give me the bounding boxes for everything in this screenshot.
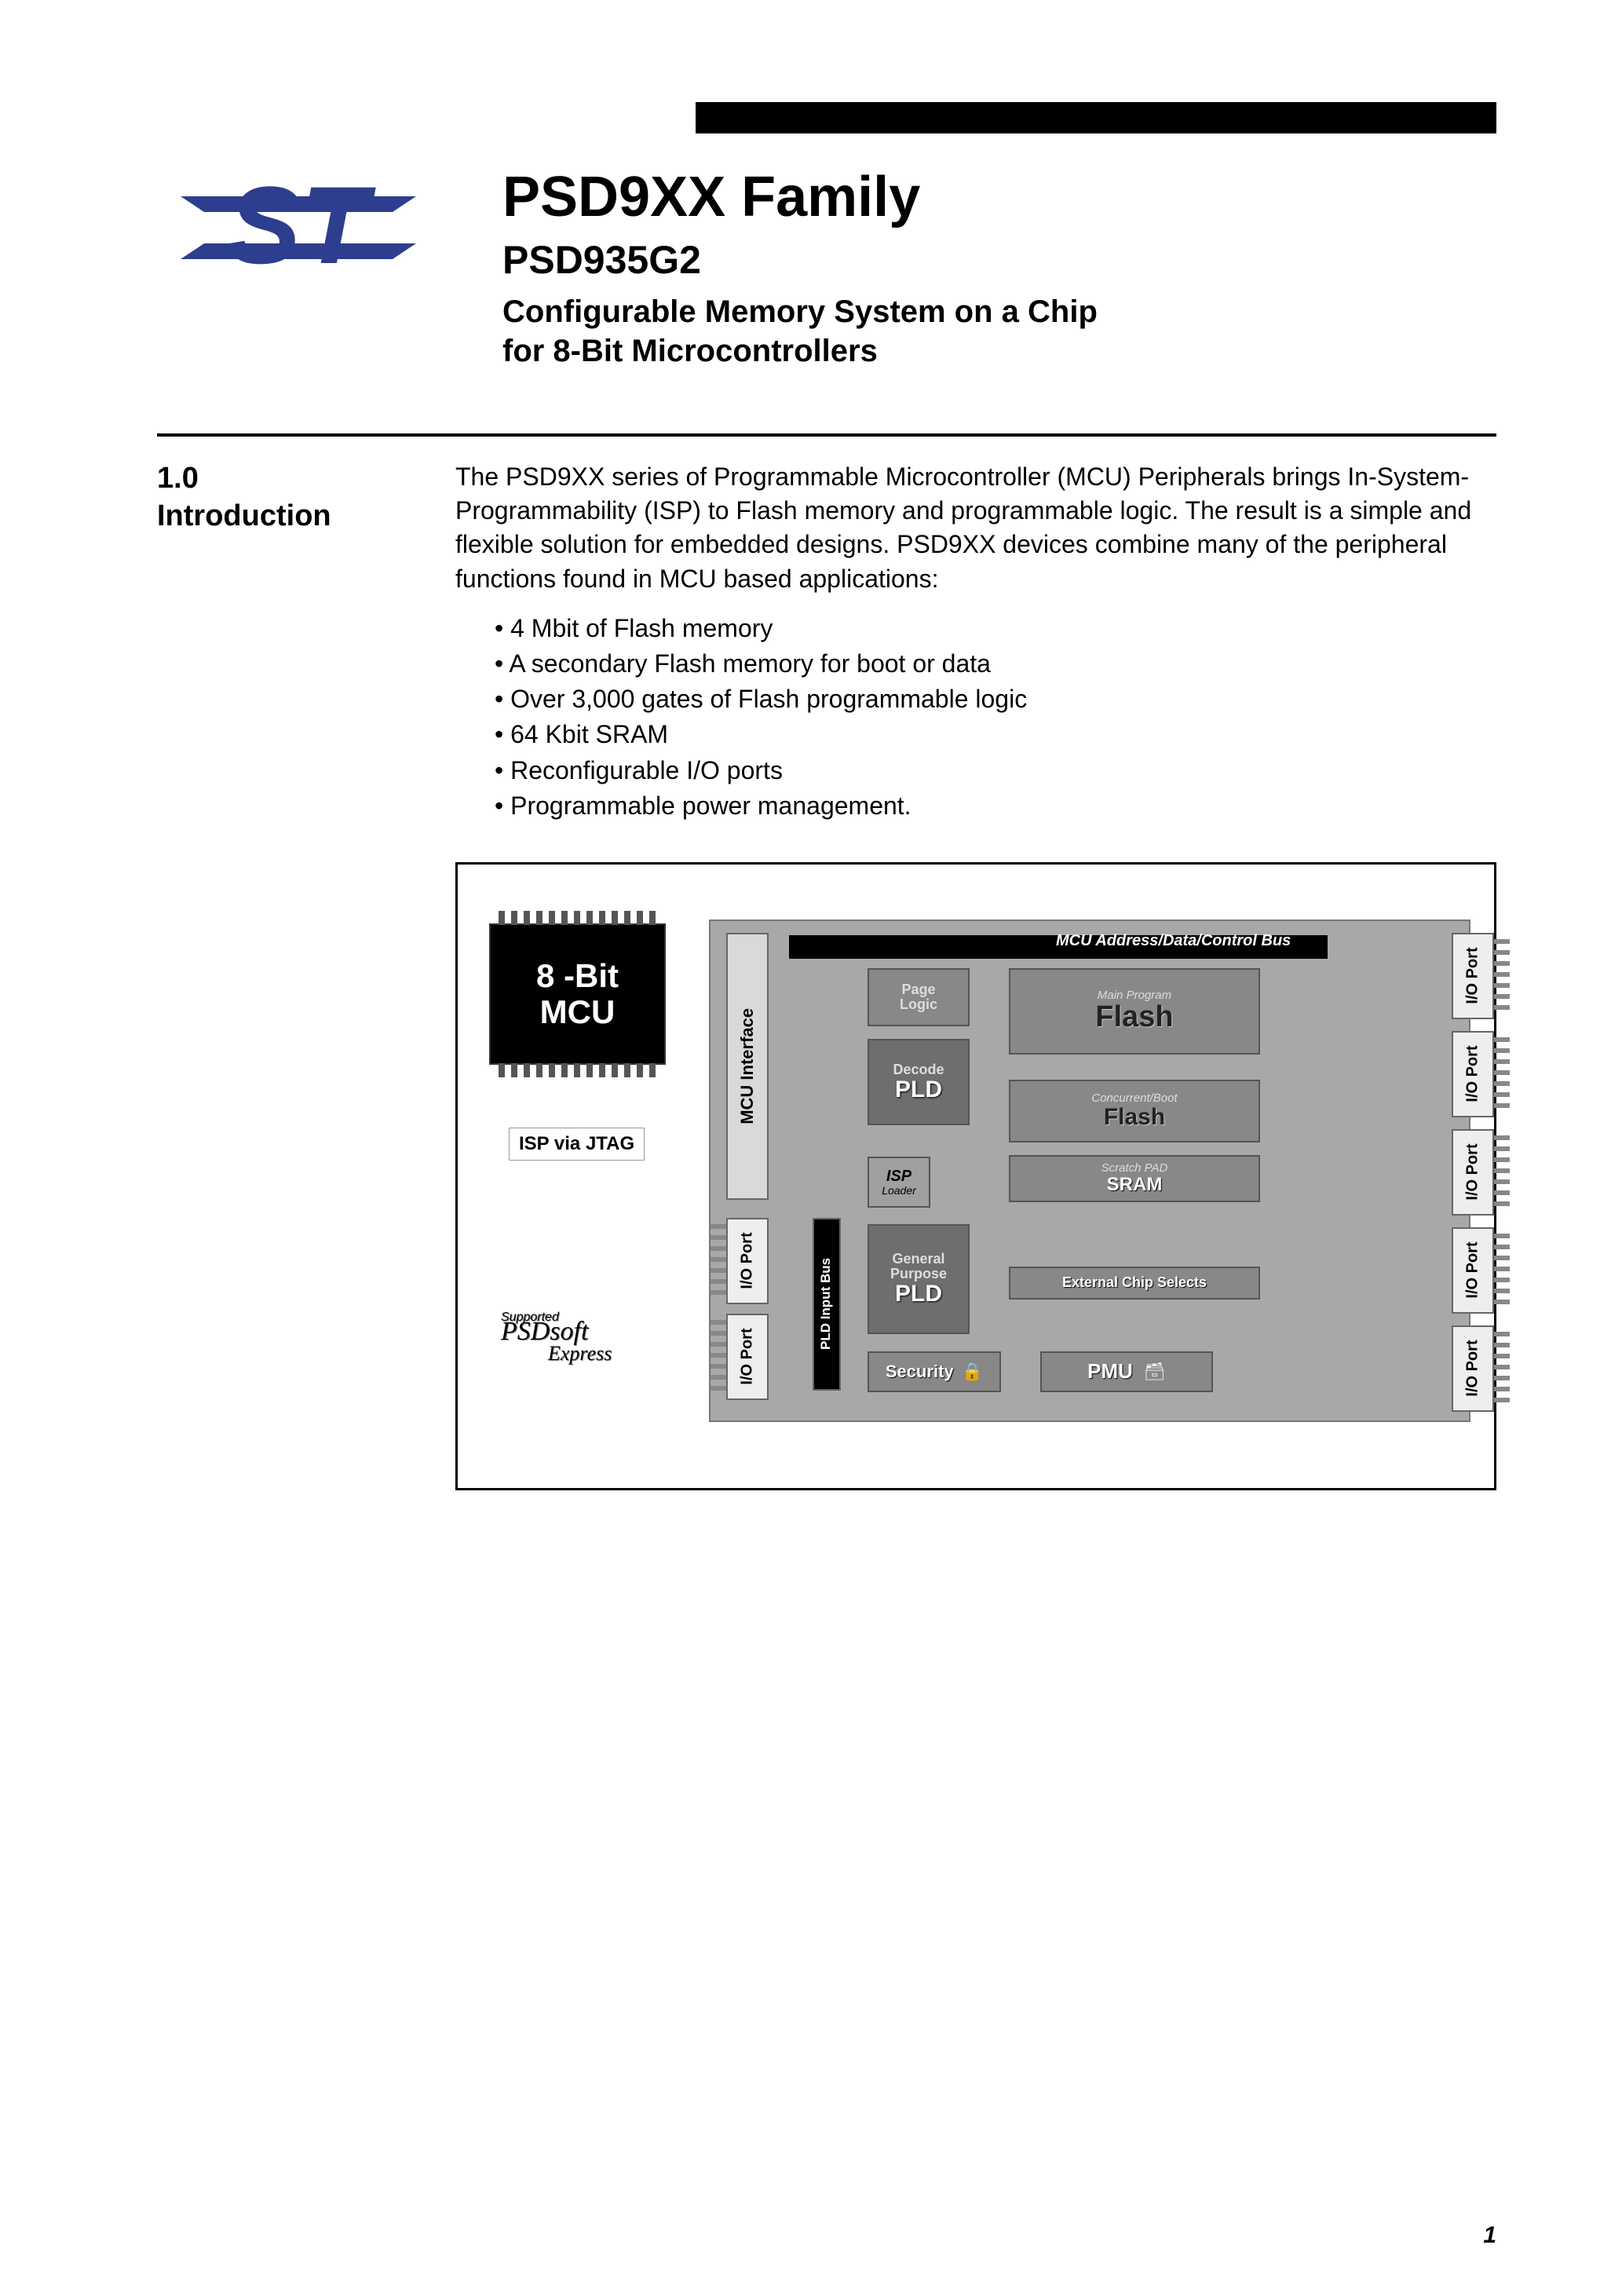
feature-list: 4 Mbit of Flash memory A secondary Flash… <box>455 612 1496 823</box>
content-row: 1.0 Introduction The PSD9XX series of Pr… <box>157 460 1496 1490</box>
pmu-block: PMU 🗃 <box>1040 1351 1213 1392</box>
ext-chip-select-block: External Chip Selects <box>1009 1267 1260 1300</box>
list-item: A secondary Flash memory for boot or dat… <box>495 647 1496 681</box>
mcu-interface-label: MCU Interface <box>736 1008 759 1124</box>
blk-label: Logic <box>900 997 937 1012</box>
blk-label: Decode <box>893 1062 944 1077</box>
io-port-right: I/O Port <box>1452 1325 1494 1412</box>
io-port-right: I/O Port <box>1452 1031 1494 1117</box>
svg-text:ST: ST <box>228 165 376 287</box>
io-port-label: I/O Port <box>737 1329 758 1385</box>
desc-line-1: Configurable Memory System on a Chip <box>502 294 1098 329</box>
blk-label: PMU <box>1087 1361 1133 1382</box>
section-number: 1.0 <box>157 462 199 495</box>
list-item: Programmable power management. <box>495 789 1496 823</box>
section-heading: 1.0 Introduction <box>157 460 408 1490</box>
header-row: ST PSD9XX Family PSD935G2 Configurable M… <box>157 165 1496 371</box>
io-port-left: I/O Port <box>726 1314 769 1400</box>
io-port-label: I/O Port <box>1463 1242 1484 1299</box>
psdsoft-sub: Express <box>548 1344 681 1362</box>
section-divider <box>157 433 1496 437</box>
blk-label: SRAM <box>1107 1175 1163 1194</box>
st-logo: ST <box>157 165 440 294</box>
blk-label: Security <box>886 1362 954 1380</box>
blk-label: Purpose <box>890 1267 947 1281</box>
page-logic-block: Page Logic <box>868 968 970 1026</box>
product-number: PSD935G2 <box>502 237 1496 283</box>
title-block: PSD9XX Family PSD935G2 Configurable Memo… <box>502 165 1496 371</box>
io-port-right: I/O Port <box>1452 1129 1494 1216</box>
section-title: Introduction <box>157 499 331 532</box>
blk-label: Page <box>901 982 935 997</box>
mcu-line1: 8 -Bit <box>536 957 619 994</box>
list-item: Reconfigurable I/O ports <box>495 754 1496 788</box>
product-description: Configurable Memory System on a Chip for… <box>502 292 1496 371</box>
blk-label: ISP <box>886 1168 911 1185</box>
page-number: 1 <box>1483 2222 1496 2249</box>
gp-pld-block: General Purpose PLD <box>868 1224 970 1334</box>
blk-label: Flash <box>1095 1002 1173 1033</box>
blk-label: External Chip Selects <box>1062 1275 1207 1290</box>
io-port-label: I/O Port <box>737 1233 758 1289</box>
boot-flash-block: Concurrent/Boot Flash <box>1009 1080 1260 1143</box>
pld-input-bus-bar: PLD Input Bus <box>813 1218 841 1391</box>
blk-label: PLD <box>895 1077 942 1102</box>
lock-icon: 🔒 <box>962 1362 983 1380</box>
psdsoft-logo: Supported PSDsoft Express <box>501 1312 681 1362</box>
blk-label: Scratch PAD <box>1101 1162 1168 1175</box>
desc-line-2: for 8-Bit Microcontrollers <box>502 334 878 368</box>
body-column: The PSD9XX series of Programmable Microc… <box>455 460 1496 1490</box>
io-port-label: I/O Port <box>1463 1340 1484 1397</box>
block-diagram: 8 -Bit MCU ISP via JTAG Supported PSDsof… <box>455 862 1496 1490</box>
isp-via-jtag-label: ISP via JTAG <box>509 1128 645 1161</box>
io-port-right: I/O Port <box>1452 933 1494 1019</box>
isp-loader-block: ISP Loader <box>868 1157 930 1208</box>
mcu-interface-bar: MCU Interface <box>726 933 769 1200</box>
io-port-right: I/O Port <box>1452 1227 1494 1314</box>
blk-label: PLD <box>895 1281 942 1307</box>
list-item: 4 Mbit of Flash memory <box>495 612 1496 645</box>
mcu-bus-bar: MCU Address/Data/Control Bus <box>789 935 1328 959</box>
blk-label: General <box>892 1252 944 1267</box>
mcu-bus-label: MCU Address/Data/Control Bus <box>1056 930 1291 952</box>
blk-label: Loader <box>882 1185 916 1197</box>
mcu-chip: 8 -Bit MCU <box>489 923 666 1065</box>
black-bar <box>696 102 1496 133</box>
list-item: 64 Kbit SRAM <box>495 718 1496 751</box>
product-family-title: PSD9XX Family <box>502 165 1496 229</box>
mcu-line2: MCU <box>540 993 616 1030</box>
io-port-label: I/O Port <box>1463 1144 1484 1201</box>
blk-label: Flash <box>1104 1105 1165 1130</box>
blk-label: Concurrent/Boot <box>1091 1092 1177 1105</box>
list-item: Over 3,000 gates of Flash programmable l… <box>495 682 1496 716</box>
decode-pld-block: Decode PLD <box>868 1039 970 1125</box>
io-port-label: I/O Port <box>1463 1046 1484 1102</box>
io-port-left: I/O Port <box>726 1218 769 1304</box>
main-flash-block: Main Program Flash <box>1009 968 1260 1055</box>
sram-block: Scratch PAD SRAM <box>1009 1155 1260 1202</box>
battery-icon: 🗃 <box>1144 1362 1166 1380</box>
pld-input-bus-label: PLD Input Bus <box>818 1258 836 1350</box>
diagram-inner: MCU Address/Data/Control Bus MCU Interfa… <box>709 919 1470 1422</box>
security-block: Security 🔒 <box>868 1351 1001 1392</box>
io-port-label: I/O Port <box>1463 948 1484 1004</box>
intro-paragraph: The PSD9XX series of Programmable Microc… <box>455 460 1496 596</box>
